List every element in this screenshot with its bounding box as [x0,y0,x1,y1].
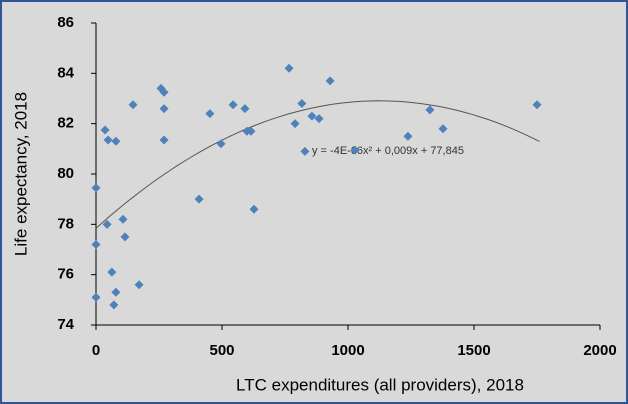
data-point [120,232,130,242]
y-tick-label: 86 [57,14,74,31]
data-point [159,135,169,145]
data-point [240,104,250,114]
y-tick-label: 82 [57,115,74,132]
data-point [111,287,121,297]
y-tick-label: 76 [57,266,74,283]
y-tick-label: 78 [57,215,74,232]
data-point [118,214,128,224]
data-point [246,126,256,136]
x-tick-label: 0 [92,342,100,359]
data-point [300,146,310,156]
x-tick-label: 1500 [457,342,490,359]
data-point [290,119,300,129]
data-point [159,104,169,114]
data-point [100,125,110,135]
data-point [314,114,324,124]
data-point [194,194,204,204]
data-point [205,109,215,119]
data-point [103,135,113,145]
data-point [159,87,169,97]
data-point [350,145,360,155]
data-point [111,136,121,146]
data-point [297,99,307,109]
x-tick-label: 500 [209,342,234,359]
data-point [216,139,226,149]
data-point [134,280,144,290]
data-point [107,267,117,277]
y-tick-label: 80 [57,165,74,182]
data-point [307,111,317,121]
data-point [128,100,138,110]
data-point [102,219,112,229]
data-point [91,292,101,302]
data-point [403,131,413,141]
data-point [438,124,448,134]
data-point [532,100,542,110]
x-tick-label: 2000 [583,342,616,359]
data-point [91,239,101,249]
data-point [109,300,119,310]
trendline-equation: y = -4E-06x² + 0,009x + 77,845 [312,145,464,157]
trendline [95,100,540,229]
y-tick-label: 84 [57,64,74,81]
x-tick-label: 1000 [331,342,364,359]
data-point [249,204,259,214]
data-point [228,100,238,110]
data-point [425,105,435,115]
y-tick-label: 74 [57,316,74,333]
data-point [284,63,294,73]
data-point [91,183,101,193]
data-point [325,76,335,86]
x-axis-title: LTC expenditures (all providers), 2018 [236,375,524,394]
y-axis-title: Life expectancy, 2018 [11,92,30,256]
